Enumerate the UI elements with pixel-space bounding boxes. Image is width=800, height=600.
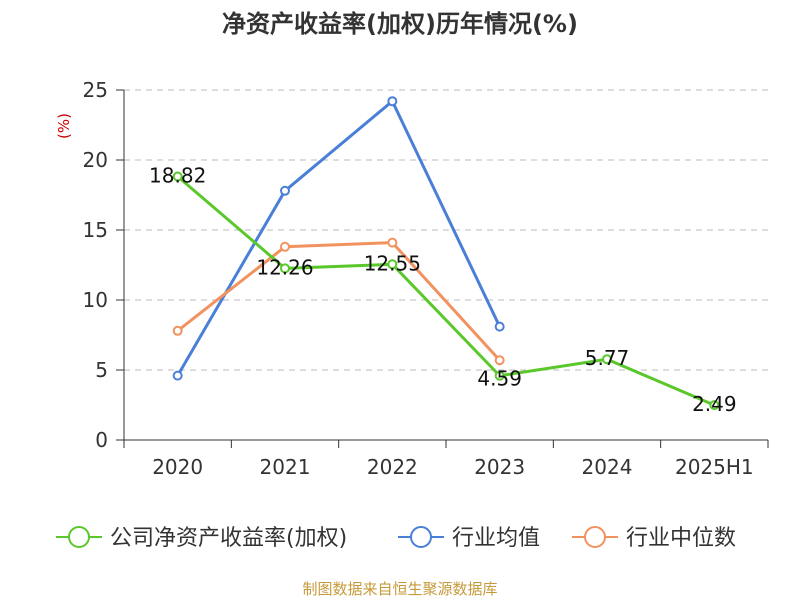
legend-marker [584,526,606,548]
data-point [280,263,290,274]
data-point [172,325,183,336]
legend-label: 公司净资产收益率(加权) [110,526,347,551]
y-tick-label: 25 [83,78,108,102]
series-line [176,175,715,407]
x-tick-label: 2022 [367,455,418,479]
data-point [709,400,720,411]
legend-label: 行业均值 [452,526,540,551]
data-point [387,259,398,270]
x-tick-label: 2020 [152,455,203,479]
data-point [387,237,398,248]
x-tick-label: 2025H1 [675,455,754,479]
data-point [602,354,612,365]
data-point [172,171,183,182]
legend-marker [68,526,90,548]
chart-title: 净资产收益率(加权)历年情况(%) [222,10,578,38]
series-lines [172,96,720,411]
data-label: 4.59 [477,367,522,391]
data-labels: 18.82 12.26 12.55 4.59 5.77 2.49 [149,164,737,417]
data-point [494,355,505,366]
x-tick-label: 2021 [260,455,311,479]
data-label: 12.26 [256,255,313,279]
data-label: 5.77 [585,346,630,370]
legend-item: 公司净资产收益率(加权) [56,526,347,551]
legend: 公司净资产收益率(加权) 行业均值 行业中位数 [56,526,736,551]
data-label: 12.55 [364,251,421,275]
y-tick-label: 0 [95,428,108,452]
data-label: 18.82 [149,164,206,188]
data-point [280,185,290,196]
data-label: 2.49 [692,392,737,416]
data-point [280,241,290,252]
grid-lines [124,89,768,371]
legend-item: 行业均值 [398,526,540,551]
series-line [176,241,501,362]
x-tick-label: 2024 [582,455,633,479]
data-point [387,96,398,107]
legend-marker [410,526,432,548]
series-line [176,99,502,377]
data-point [172,370,183,381]
axes: 0 5 10 15 20 25 (%) 2020 2021 2022 2023 2024 2025H1 [55,78,769,479]
legend-label: 行业中位数 [626,526,736,551]
y-tick-label: 10 [83,288,108,312]
y-axis-title: (%) [55,113,73,139]
y-tick-label: 20 [83,148,108,172]
y-tick-label: 15 [83,218,108,242]
x-tick-label: 2023 [474,455,525,479]
data-point [494,370,505,381]
source-note: 制图数据来自恒生聚源数据库 [302,580,498,598]
legend-item: 行业中位数 [572,526,736,551]
data-point [494,321,505,332]
y-tick-label: 5 [95,358,108,382]
